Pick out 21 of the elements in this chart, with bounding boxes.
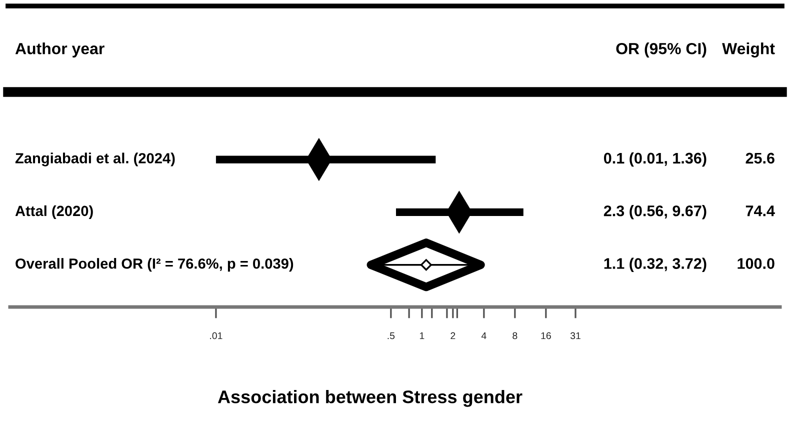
x-tick-label: 4 — [481, 332, 486, 340]
y-tick-label: Overall Pooled OR (I² = 76.6%, p = 0.039) — [16, 258, 294, 272]
x-tick-label: .01 — [210, 332, 222, 340]
annotation: 100.0 — [738, 258, 774, 269]
annotation: 74.4 — [746, 206, 775, 216]
x-tick-label: 2 — [450, 332, 456, 340]
y-tick-label: Zangiabadi et al. (2024) — [15, 152, 175, 166]
annotation: 1.1 (0.32, 3.72) — [604, 258, 706, 272]
x-tick-label: 31 — [570, 332, 580, 340]
x-tick-label: 1 — [420, 332, 424, 340]
text: Author year — [15, 42, 104, 58]
text: OR (95% CI) — [616, 42, 706, 58]
annotation: 2.3 (0.56, 9.67) — [604, 205, 706, 220]
annotation: 0.1 (0.01, 1.36) — [604, 152, 706, 167]
y-tick-label: Attal (2020) — [15, 205, 93, 219]
x-tick-label: .5 — [388, 332, 395, 340]
text: Weight — [722, 42, 775, 58]
annotation: 25.6 — [746, 152, 774, 164]
x-axis-title: Association between Stress gender — [218, 390, 522, 407]
x-tick-label: 8 — [512, 332, 518, 340]
x-tick-label: 16 — [541, 332, 551, 340]
